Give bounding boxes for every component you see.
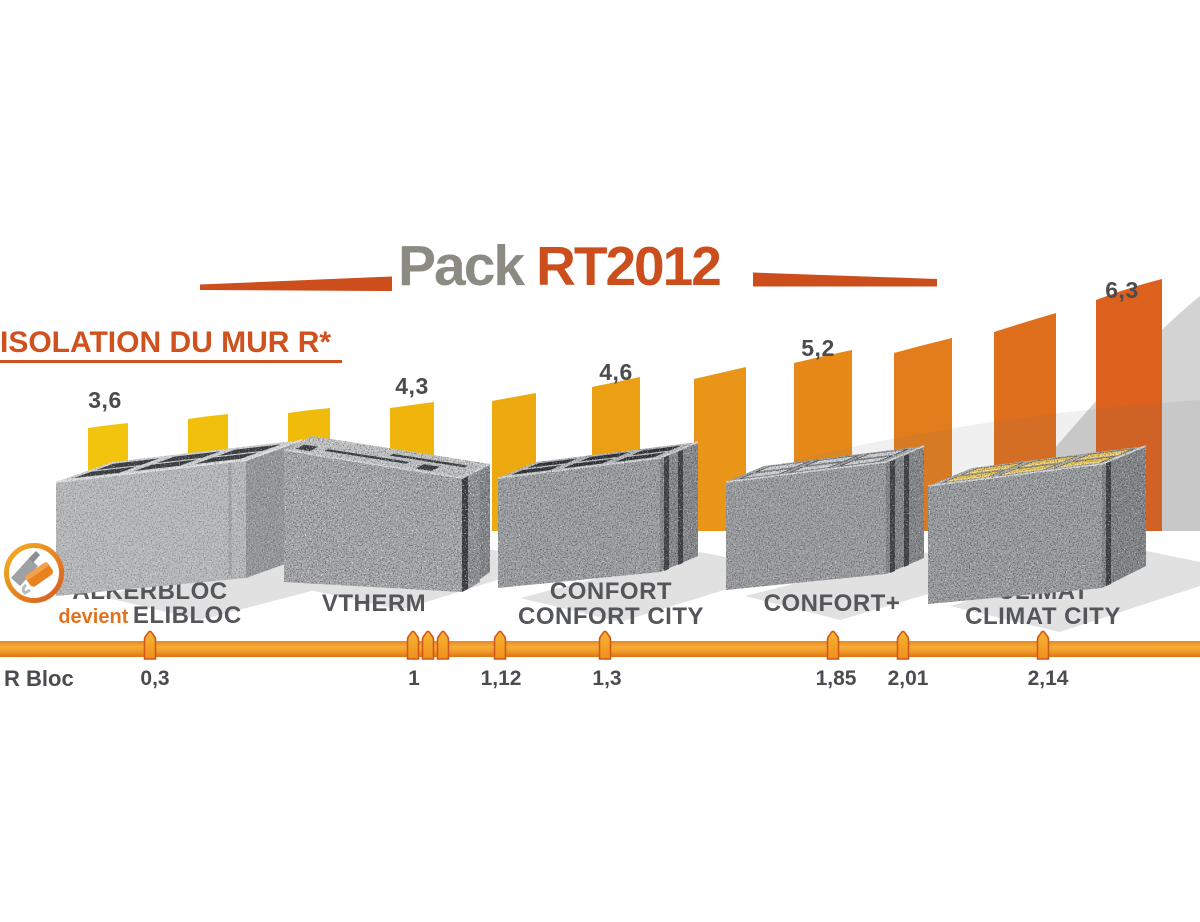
tick-1: 1: [408, 667, 420, 690]
tick-0-3: 0,3: [140, 667, 170, 690]
block-confort-plus: [725, 445, 925, 590]
tick-1-12: 1,12: [480, 667, 522, 690]
axis-title: R Bloc: [4, 666, 74, 691]
value-label-alkerbloc: 3,6: [88, 387, 122, 413]
heading-underline: [0, 360, 342, 363]
value-label-confort: 4,6: [599, 359, 633, 385]
product-name-confort: CONFORT: [549, 578, 673, 605]
tick-1-85: 1,85: [815, 667, 857, 690]
title-right-dash: [753, 272, 937, 287]
devient-label: devient: [58, 606, 129, 628]
block-confort: [497, 441, 699, 588]
product-name-climat-city: CLIMAT CITY: [965, 603, 1121, 630]
block-climat: [927, 445, 1147, 604]
paint-roller-trowel-icon: [4, 543, 64, 603]
block-alkerbloc: [55, 439, 303, 596]
tick-2-01: 2,01: [887, 667, 929, 690]
axis-markers: [143, 630, 1050, 660]
new-name-elibloc: ELIBLOC: [132, 602, 242, 629]
tick-1-3: 1,3: [592, 667, 622, 690]
page-title: Pack RT2012: [398, 233, 722, 299]
value-label-confort-plus: 5,2: [801, 335, 835, 361]
product-name-confort-city: CONFORT CITY: [518, 603, 704, 630]
tick-2-14: 2,14: [1027, 667, 1069, 690]
product-name-confort-plus: CONFORT+: [763, 590, 901, 617]
product-name-vtherm: VTHERM: [321, 590, 427, 617]
section-heading: ISOLATION DU MUR R*: [0, 326, 332, 359]
value-label-climat: 6,3: [1105, 277, 1139, 303]
title-rt2012: RT2012: [536, 235, 722, 297]
title-left-dash: [200, 276, 392, 291]
value-label-vtherm: 4,3: [395, 373, 429, 399]
title-pack: Pack: [398, 234, 525, 298]
block-vtherm: [283, 436, 491, 592]
product-rename-alkerbloc: devient ELIBLOC: [58, 603, 241, 628]
